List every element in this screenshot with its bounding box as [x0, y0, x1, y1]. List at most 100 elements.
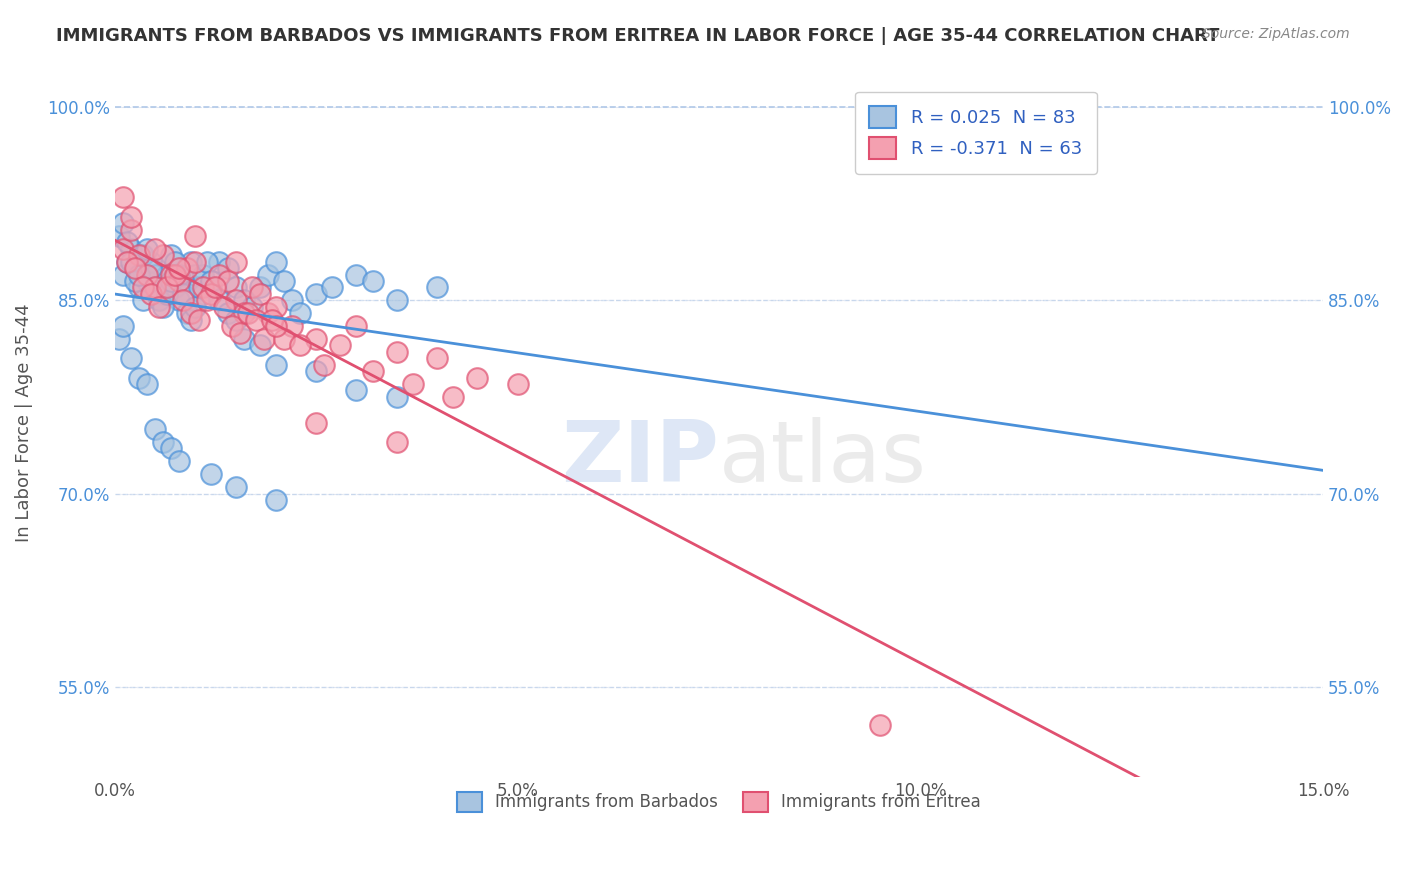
Point	[172, 268, 194, 282]
Point	[115, 254, 138, 268]
Point	[402, 377, 425, 392]
Point	[249, 286, 271, 301]
Point	[156, 286, 179, 301]
Point	[152, 435, 174, 450]
Point	[167, 268, 190, 282]
Point	[225, 254, 247, 268]
Legend: Immigrants from Barbados, Immigrants from Eritrea: Immigrants from Barbados, Immigrants fro…	[443, 778, 994, 825]
Point	[197, 293, 219, 308]
Point	[167, 274, 190, 288]
Point	[346, 319, 368, 334]
Point	[385, 435, 408, 450]
Text: IMMIGRANTS FROM BARBADOS VS IMMIGRANTS FROM ERITREA IN LABOR FORCE | AGE 35-44 C: IMMIGRANTS FROM BARBADOS VS IMMIGRANTS F…	[56, 27, 1219, 45]
Point	[361, 274, 384, 288]
Point	[256, 268, 278, 282]
Point	[225, 312, 247, 326]
Point	[385, 344, 408, 359]
Point	[200, 467, 222, 482]
Point	[217, 261, 239, 276]
Point	[193, 286, 215, 301]
Text: atlas: atlas	[718, 417, 927, 500]
Point	[115, 235, 138, 250]
Point	[200, 286, 222, 301]
Point	[139, 261, 162, 276]
Point	[139, 286, 162, 301]
Point	[426, 351, 449, 366]
Text: ZIP: ZIP	[561, 417, 718, 500]
Point	[200, 274, 222, 288]
Point	[165, 254, 187, 268]
Point	[232, 306, 254, 320]
Point	[506, 377, 529, 392]
Point	[148, 280, 170, 294]
Point	[115, 254, 138, 268]
Point	[136, 377, 159, 392]
Point	[165, 280, 187, 294]
Point	[107, 332, 129, 346]
Point	[346, 268, 368, 282]
Point	[180, 306, 202, 320]
Point	[143, 280, 166, 294]
Point	[152, 300, 174, 314]
Point	[111, 268, 134, 282]
Point	[184, 229, 207, 244]
Point	[305, 364, 328, 378]
Point	[273, 332, 295, 346]
Point	[188, 280, 211, 294]
Point	[128, 370, 150, 384]
Point	[120, 222, 142, 236]
Point	[264, 254, 287, 268]
Point	[200, 280, 222, 294]
Point	[385, 293, 408, 308]
Point	[136, 242, 159, 256]
Point	[232, 332, 254, 346]
Point	[124, 261, 146, 276]
Point	[217, 274, 239, 288]
Point	[305, 332, 328, 346]
Point	[221, 319, 243, 334]
Point	[184, 254, 207, 268]
Point	[107, 229, 129, 244]
Point	[264, 300, 287, 314]
Point	[232, 293, 254, 308]
Point	[256, 306, 278, 320]
Point	[188, 312, 211, 326]
Point	[305, 416, 328, 430]
Point	[208, 254, 231, 268]
Point	[240, 280, 263, 294]
Point	[869, 718, 891, 732]
Point	[128, 248, 150, 262]
Y-axis label: In Labor Force | Age 35-44: In Labor Force | Age 35-44	[15, 303, 32, 542]
Point	[314, 358, 336, 372]
Point	[225, 293, 247, 308]
Point	[111, 216, 134, 230]
Point	[160, 442, 183, 456]
Point	[172, 286, 194, 301]
Point	[139, 254, 162, 268]
Point	[225, 480, 247, 494]
Point	[264, 358, 287, 372]
Point	[288, 338, 311, 352]
Point	[273, 274, 295, 288]
Point	[156, 280, 179, 294]
Point	[167, 454, 190, 468]
Point	[128, 280, 150, 294]
Point	[111, 242, 134, 256]
Point	[184, 268, 207, 282]
Point	[208, 293, 231, 308]
Point	[143, 280, 166, 294]
Point	[426, 280, 449, 294]
Point	[346, 384, 368, 398]
Point	[176, 274, 198, 288]
Point	[193, 268, 215, 282]
Point	[240, 300, 263, 314]
Point	[180, 312, 202, 326]
Point	[152, 286, 174, 301]
Point	[143, 268, 166, 282]
Point	[281, 293, 304, 308]
Point	[124, 274, 146, 288]
Point	[111, 190, 134, 204]
Point	[245, 312, 267, 326]
Point	[212, 300, 235, 314]
Point	[385, 390, 408, 404]
